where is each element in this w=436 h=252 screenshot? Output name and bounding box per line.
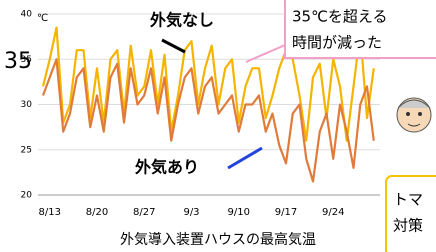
chart: 20253035408/138/208/279/39/109/179/24 ℃ … [0, 0, 436, 252]
callout-text: 時間が減った [292, 34, 382, 52]
face-icon [397, 98, 431, 132]
x-tick-label: 8/27 [133, 207, 155, 218]
x-tick-label: 8/20 [86, 207, 108, 218]
y-tick-label: 40 [21, 10, 33, 20]
x-tick-label: 9/24 [322, 207, 344, 218]
series-label: 外気なし [149, 11, 214, 30]
callout-box [386, 176, 436, 252]
y-tick-label: 20 [21, 191, 33, 201]
y-tick-label: 30 [21, 100, 33, 110]
callout-text: 対策 [393, 217, 423, 235]
emphasis-label: 35 [4, 49, 32, 74]
x-tick-label: 9/10 [228, 207, 250, 218]
callout-text: 35℃を超える [292, 8, 387, 26]
y-unit: ℃ [37, 13, 48, 24]
x-tick-label: 8/13 [39, 207, 61, 218]
series-label: 外気あり [134, 158, 199, 177]
y-tick-label: 25 [21, 145, 32, 155]
chart-title: 外気導入装置ハウスの最高気温 [120, 231, 316, 248]
x-tick-label: 9/3 [183, 207, 199, 218]
callout-text: トマ [393, 191, 423, 209]
x-tick-label: 9/17 [275, 207, 297, 218]
